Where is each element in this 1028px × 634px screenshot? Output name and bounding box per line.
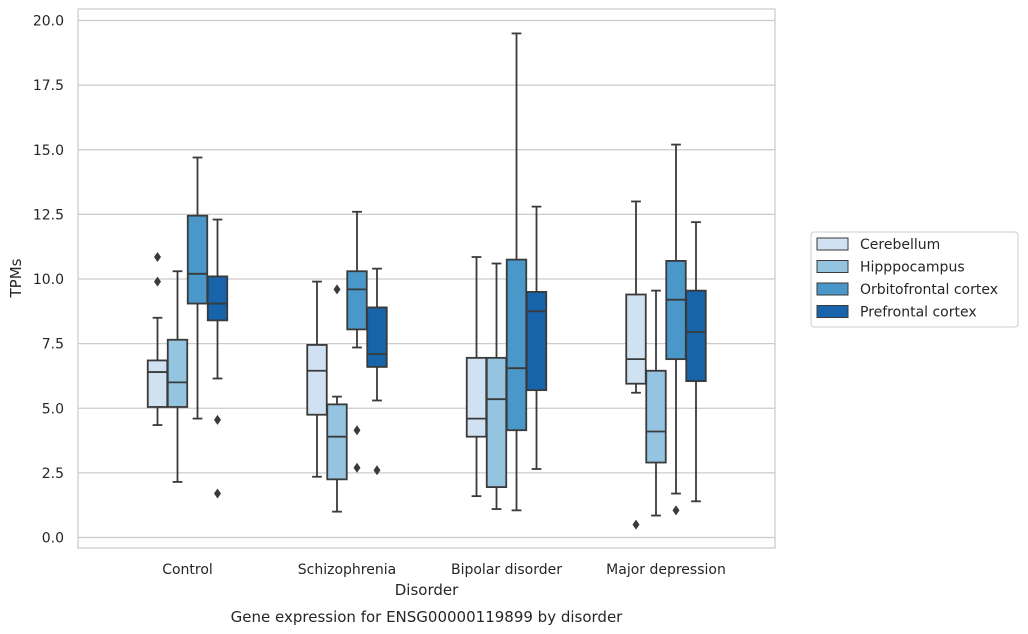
series-prefrontal-cortex [206,205,707,503]
box-bipolar-disorder [485,262,508,510]
series-cerebellum [146,200,647,530]
iqr-box [645,369,667,464]
y-tick-label: 5.0 [42,401,64,417]
outlier-point [214,414,221,425]
iqr-box [465,356,488,438]
legend: Cerebellum Hipppocampus Orbitofrontal cort… [810,231,1019,328]
iqr-box [505,258,528,432]
outlier-point [373,465,381,476]
x-tick-label: Schizophrenia [298,562,396,578]
box-major-depression [665,143,687,516]
iqr-box [366,306,388,368]
x-tick-label: Control [162,562,213,578]
series-hipppocampus [166,262,667,517]
legend-frame [810,231,1019,328]
x-tick-label: Major depression [606,562,726,578]
iqr-box [665,260,687,361]
outlier-point [214,488,221,499]
box-schizophrenia [326,284,348,513]
box-schizophrenia [366,267,388,476]
legend-swatch [816,282,849,296]
box-major-depression [685,221,707,503]
y-axis-ticks: 0.0 2.5 5.0 7.5 10.0 12.5 15.0 17.5 20.0 [33,14,64,547]
y-axis-label: TPMs [7,258,25,298]
legend-label: Cerebellum [860,237,940,253]
y-tick-label: 17.5 [33,78,64,94]
iqr-box [326,403,348,481]
box-control [206,218,229,499]
x-axis-ticks: Control Schizophrenia Bipolar disorder Majo… [162,562,726,578]
legend-swatch [816,237,849,251]
legend-label: Orbitofrontal cortex [860,282,998,298]
chart-title: Gene expression for ENSG00000119899 by d… [231,608,624,626]
outlier-point [632,519,640,530]
iqr-box [525,291,548,392]
y-tick-label: 20.0 [33,14,64,30]
iqr-box [186,214,209,305]
outlier-point [353,425,361,436]
outlier-point [154,252,161,263]
iqr-box [625,293,647,385]
y-tick-label: 7.5 [42,337,64,353]
box-schizophrenia [306,280,328,478]
box-major-depression [625,200,647,530]
x-axis-label: Disorder [395,581,459,599]
iqr-box [485,356,508,488]
plot-frame [77,8,776,549]
outlier-point [672,505,680,516]
legend-label: Prefrontal cortex [860,305,977,321]
x-tick-label: Bipolar disorder [451,562,562,578]
box-control [146,252,169,426]
legend-swatch [816,305,849,318]
box-bipolar-disorder [525,205,548,470]
box-major-depression [645,289,667,517]
y-tick-label: 0.0 [42,531,64,547]
legend-label: Hipppocampus [860,260,965,276]
y-tick-label: 15.0 [33,143,64,159]
outlier-point [353,462,361,473]
iqr-box [146,359,169,408]
iqr-box [166,338,189,408]
box-control [186,156,209,420]
y-tick-label: 10.0 [33,272,64,288]
y-tick-label: 2.5 [42,466,64,482]
box-control [166,270,189,483]
iqr-box [346,270,368,331]
box-bipolar-disorder [505,32,528,512]
outlier-point [154,276,161,287]
legend-swatch [816,260,849,273]
iqr-box [306,344,328,416]
iqr-box [206,275,229,322]
boxes [146,32,707,530]
box-bipolar-disorder [465,256,488,498]
box-schizophrenia [346,210,368,473]
iqr-box [685,289,707,383]
y-tick-label: 12.5 [33,207,64,223]
series-orbitofrontal-cortex [186,32,687,516]
outlier-point [333,284,341,295]
